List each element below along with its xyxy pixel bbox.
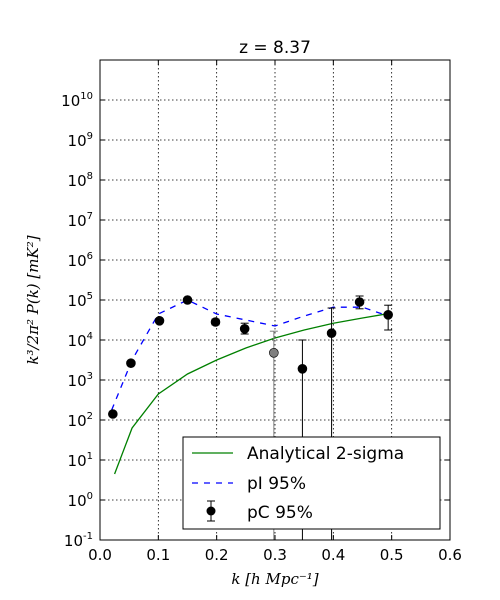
x-tick-label: 0.0 (88, 546, 112, 564)
legend-label-analytical: Analytical 2-sigma (247, 444, 404, 464)
legend-box (182, 436, 441, 530)
y-tick-label: 106 (68, 251, 93, 270)
legend-label-pc: pC 95% (247, 503, 313, 523)
y-tick-label: 101 (68, 451, 93, 470)
pc-point (108, 409, 118, 419)
pi-dashed-line (111, 299, 387, 411)
x-tick-label: 0.2 (205, 546, 229, 564)
y-axis-label: k³/2π² P(k) [mK²] (24, 235, 42, 364)
x-tick-label: 0.6 (438, 546, 462, 564)
x-tick-label: 0.5 (380, 546, 404, 564)
legend-label-pi: pI 95% (247, 474, 306, 494)
x-tick-label: 0.3 (263, 546, 287, 564)
pc-point (239, 323, 250, 334)
x-tick-labels: 0.0 0.1 0.2 0.3 0.4 0.5 0.6 (88, 546, 462, 564)
pc-point (383, 309, 393, 320)
x-tick-label: 0.4 (321, 546, 345, 564)
analytical-line (113, 313, 386, 475)
y-tick-label: 107 (68, 211, 93, 230)
legend: Analytical 2-sigma pI 95% pC 95% (182, 436, 441, 530)
x-axis-label: k [h Mpc⁻¹] (231, 570, 318, 588)
y-tick-label: 10-1 (64, 531, 93, 550)
axis-ticks (99, 60, 451, 541)
pc-point (210, 317, 221, 327)
y-tick-label: 105 (68, 291, 93, 310)
pc-point (182, 295, 193, 305)
y-tick-label: 109 (68, 131, 93, 150)
pc-point (126, 358, 136, 369)
chart-title: z = 8.37 (239, 38, 311, 58)
pc-point (354, 297, 365, 307)
y-tick-label: 104 (68, 331, 93, 350)
pc-point (326, 328, 337, 339)
y-tick-label: 108 (68, 171, 93, 190)
pc-point (154, 315, 165, 326)
y-tick-label: 100 (68, 491, 93, 510)
x-tick-label: 0.1 (146, 546, 170, 564)
y-tick-labels: 10-1 100 101 102 103 104 105 106 107 108 109 1010 (61, 91, 93, 550)
legend-swatch-pc (206, 500, 216, 522)
pc-point (297, 363, 308, 374)
y-tick-label: 102 (68, 411, 93, 430)
y-tick-label: 1010 (61, 91, 93, 110)
pc-point (269, 347, 279, 358)
y-tick-label: 103 (68, 371, 93, 390)
